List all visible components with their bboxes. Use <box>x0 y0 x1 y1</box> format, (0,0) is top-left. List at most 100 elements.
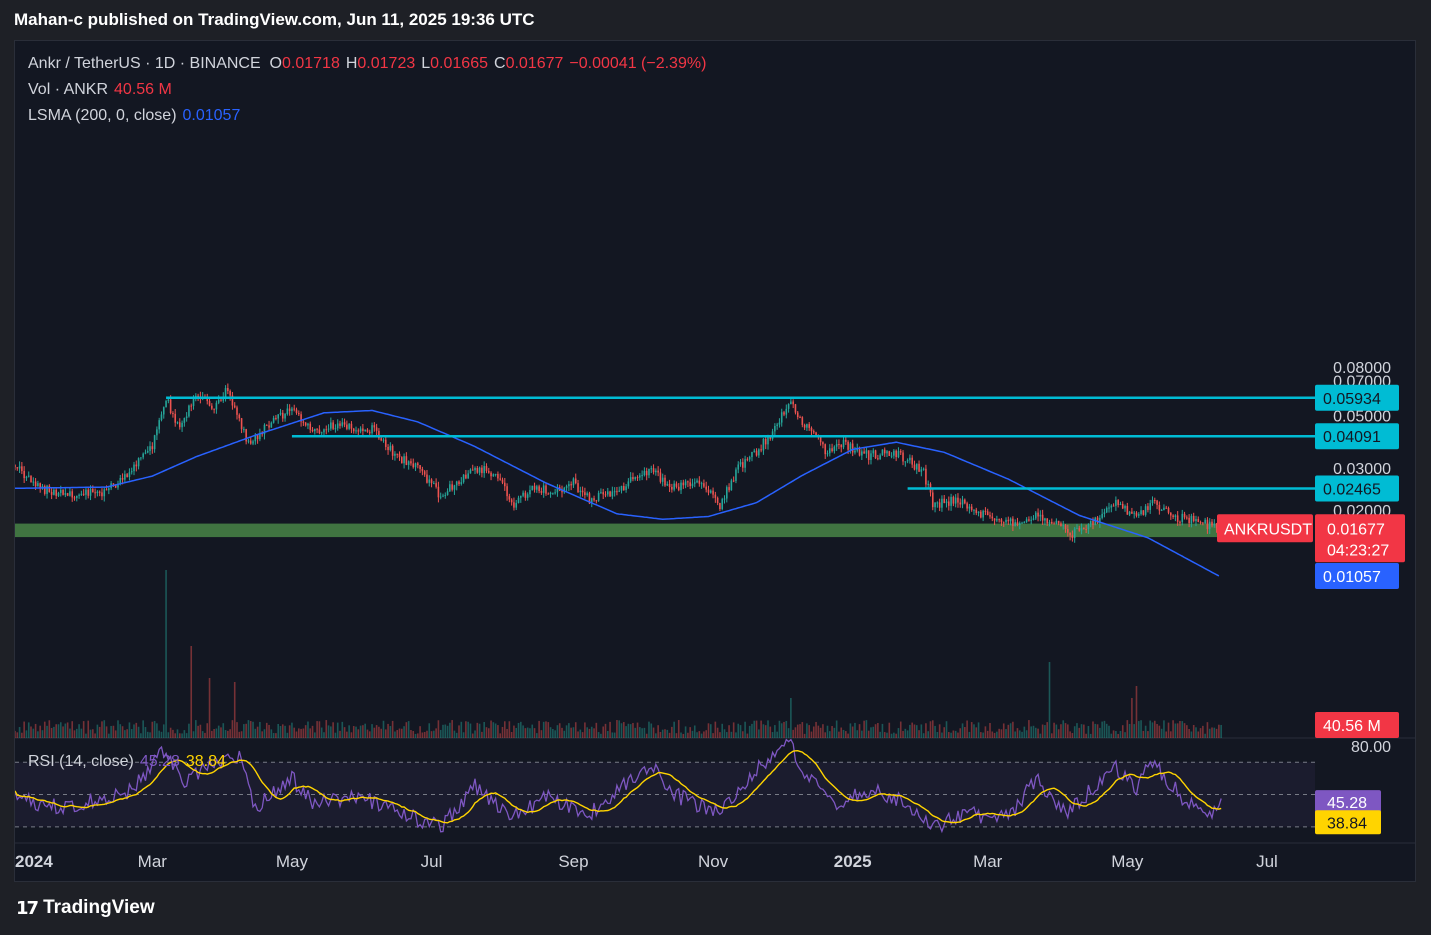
volume-bar <box>778 720 781 738</box>
candle-body <box>689 482 691 487</box>
candle-body <box>920 469 923 472</box>
candle-body <box>810 427 813 432</box>
candle-body <box>1087 524 1090 530</box>
volume-bar <box>181 733 183 738</box>
volume-bar <box>719 732 721 738</box>
volume-bar <box>847 733 849 738</box>
volume-bar <box>126 729 128 738</box>
candle-body <box>840 444 843 448</box>
volume-bar <box>195 720 197 738</box>
candle-body <box>980 511 982 518</box>
volume-bar <box>15 730 16 738</box>
volume-bar <box>492 722 495 738</box>
candle-body <box>648 468 650 476</box>
volume-bar <box>964 727 966 738</box>
volume-bar <box>371 724 373 738</box>
candle-body <box>508 496 511 500</box>
candle-body <box>332 422 334 429</box>
candle-body <box>629 477 632 482</box>
candle-body <box>806 424 808 428</box>
volume-bar <box>1076 723 1078 738</box>
candle-body <box>1085 528 1087 530</box>
candle-body <box>655 470 657 473</box>
candle-body <box>1160 509 1163 511</box>
high-value: 0.01723 <box>357 55 416 72</box>
candle-body <box>1016 522 1019 525</box>
candle-body <box>346 424 348 429</box>
volume-bar <box>673 721 675 738</box>
candle-body <box>451 484 453 490</box>
volume-bar <box>227 730 229 738</box>
volume-bar <box>790 698 792 738</box>
candle-body <box>37 483 39 487</box>
volume-bar <box>632 722 634 738</box>
volume-bar <box>709 724 712 738</box>
candle-body <box>744 459 746 468</box>
volume-bar <box>325 720 328 738</box>
candle-body <box>1005 519 1007 523</box>
candle-body <box>1002 522 1005 524</box>
volume-bar <box>53 726 55 738</box>
volume-bar <box>730 731 733 738</box>
candle-body <box>16 467 19 469</box>
volume-bar <box>529 728 531 738</box>
ohlc-legend: Ankr / TetherUS · 1D · BINANCE O0.01718 H… <box>28 55 706 73</box>
volume-bar <box>1117 733 1119 738</box>
volume-bar <box>753 720 756 738</box>
volume-bar <box>364 723 366 738</box>
volume-bar <box>426 730 428 738</box>
symbol-label[interactable]: Ankr / TetherUS · 1D · BINANCE <box>28 55 261 72</box>
candle-body <box>590 498 593 504</box>
volume-bar <box>476 722 479 738</box>
candle-body <box>838 443 840 445</box>
candle-body <box>1117 500 1119 505</box>
candle-body <box>927 483 930 485</box>
candle-body <box>371 425 373 434</box>
volume-bar <box>1071 733 1074 738</box>
candle-body <box>114 484 117 488</box>
rsi-ma-value: 38.84 <box>185 753 226 770</box>
candle-body <box>343 422 346 425</box>
volume-bar <box>298 728 300 738</box>
candle-body <box>776 424 778 426</box>
candle-body <box>55 489 57 496</box>
volume-label[interactable]: Vol · ANKR <box>28 81 109 98</box>
candle-body <box>854 450 856 453</box>
candle-body <box>455 481 458 486</box>
volume-bar <box>1069 731 1071 738</box>
candle-body <box>497 473 499 479</box>
candle-body <box>742 462 744 468</box>
lsma-price-tag-text: 0.01057 <box>1323 569 1381 586</box>
volume-bar <box>579 729 582 738</box>
volume-bar <box>764 725 767 738</box>
volume-bar <box>158 730 160 738</box>
rsi-ma-tag-box <box>1315 810 1381 835</box>
volume-bar <box>87 720 90 738</box>
volume-bar <box>760 720 762 738</box>
symbol-price-tag: ANKRUSDT <box>1217 514 1313 543</box>
candle-body <box>1099 517 1101 523</box>
candle-body <box>890 455 893 457</box>
volume-bar <box>1147 731 1149 738</box>
volume-bar <box>16 732 19 738</box>
volume-bar <box>547 722 550 738</box>
lsma-label[interactable]: LSMA (200, 0, close) <box>28 107 177 124</box>
volume-bar <box>1055 724 1058 738</box>
volume-bar <box>671 726 673 738</box>
chart-canvas[interactable]: 0.080000.070000.050000.030000.020000.059… <box>15 41 1415 881</box>
volume-bar <box>73 730 76 738</box>
volume-bar <box>1206 722 1209 738</box>
volume-bar <box>94 733 96 738</box>
candle-body <box>247 440 250 442</box>
candle-body <box>1167 507 1170 513</box>
volume-bar <box>389 726 392 738</box>
chart-frame[interactable]: 0.08000 0.07000 0.05000 0.03000 0.02000 0.059… <box>14 40 1416 882</box>
candle-body <box>355 430 357 432</box>
volume-bar <box>21 732 23 738</box>
rsi-label[interactable]: RSI (14, close) <box>28 753 134 770</box>
time-tick-label: Jul <box>421 852 443 871</box>
candle-body <box>295 409 298 413</box>
candle-body <box>536 486 538 490</box>
footer-brand[interactable]: 17 TradingView <box>16 897 155 919</box>
volume-bar <box>197 725 199 738</box>
